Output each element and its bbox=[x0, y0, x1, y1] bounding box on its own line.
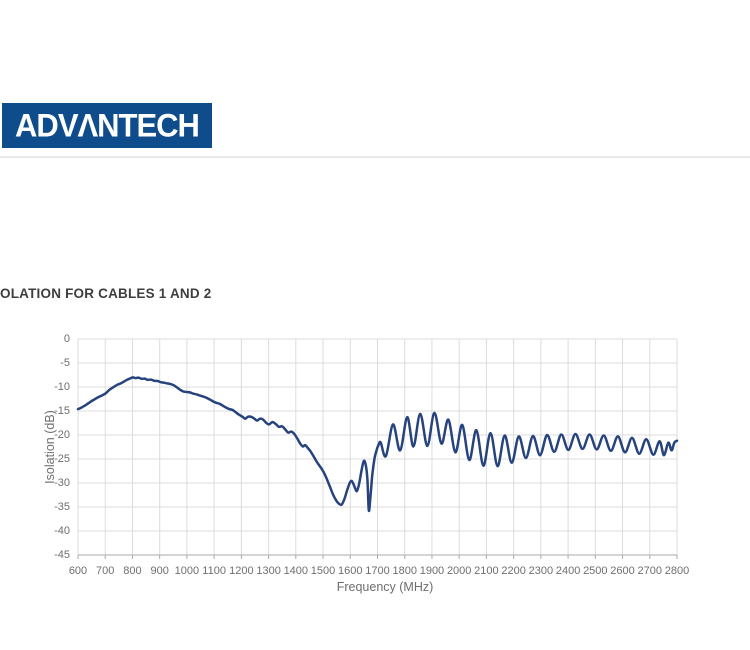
chart-section-heading: OLATION FOR CABLES 1 AND 2 bbox=[0, 286, 212, 301]
chart-axes bbox=[77, 554, 678, 559]
y-tick-label: 0 bbox=[64, 333, 70, 345]
x-tick-label: 1200 bbox=[229, 565, 253, 577]
y-tick-label: -15 bbox=[54, 405, 70, 417]
x-tick-label: 2200 bbox=[501, 565, 525, 577]
x-tick-label: 1600 bbox=[338, 565, 362, 577]
y-tick-label: -35 bbox=[54, 501, 70, 513]
y-tick-label: -45 bbox=[54, 549, 70, 561]
y-tick-label: -40 bbox=[54, 525, 70, 537]
x-tick-label: 2700 bbox=[638, 565, 662, 577]
x-tick-label: 1500 bbox=[311, 565, 335, 577]
advantech-logo: ADVΛNTECH bbox=[2, 103, 212, 148]
y-tick-label: -5 bbox=[60, 357, 70, 369]
x-tick-label: 2800 bbox=[665, 565, 689, 577]
x-tick-label: 2000 bbox=[447, 565, 471, 577]
isolation-series-line bbox=[76, 376, 679, 513]
header-separator-line bbox=[0, 156, 750, 158]
y-tick-label: -20 bbox=[54, 429, 70, 441]
advantech-logo-text: ADVΛNTECH bbox=[15, 106, 200, 144]
x-tick-label: 2300 bbox=[529, 565, 553, 577]
x-tick-label: 2100 bbox=[474, 565, 498, 577]
chart-tick-labels: 600 700 800 900 1000 1100 1200 1300 1400 1500 1600… bbox=[54, 333, 689, 577]
x-tick-label: 1400 bbox=[284, 565, 308, 577]
x-axis-title: Frequency (MHz) bbox=[337, 580, 434, 594]
x-tick-label: 1000 bbox=[175, 565, 199, 577]
x-tick-label: 800 bbox=[123, 565, 141, 577]
x-tick-label: 1900 bbox=[420, 565, 444, 577]
x-tick-label: 2400 bbox=[556, 565, 580, 577]
x-tick-label: 1100 bbox=[202, 565, 226, 577]
y-tick-label: -30 bbox=[54, 477, 70, 489]
x-tick-label: 1300 bbox=[256, 565, 280, 577]
x-tick-label: 1700 bbox=[365, 565, 389, 577]
chart-series bbox=[76, 376, 679, 513]
x-tick-label: 700 bbox=[96, 565, 114, 577]
x-tick-label: 600 bbox=[69, 565, 87, 577]
x-tick-label: 2600 bbox=[610, 565, 634, 577]
x-tick-label: 900 bbox=[151, 565, 169, 577]
x-tick-label: 1800 bbox=[392, 565, 416, 577]
y-tick-label: -10 bbox=[54, 381, 70, 393]
x-tick-label: 2500 bbox=[583, 565, 607, 577]
y-tick-label: -25 bbox=[54, 453, 70, 465]
y-axis-title: Isolation (dB) bbox=[43, 410, 57, 484]
